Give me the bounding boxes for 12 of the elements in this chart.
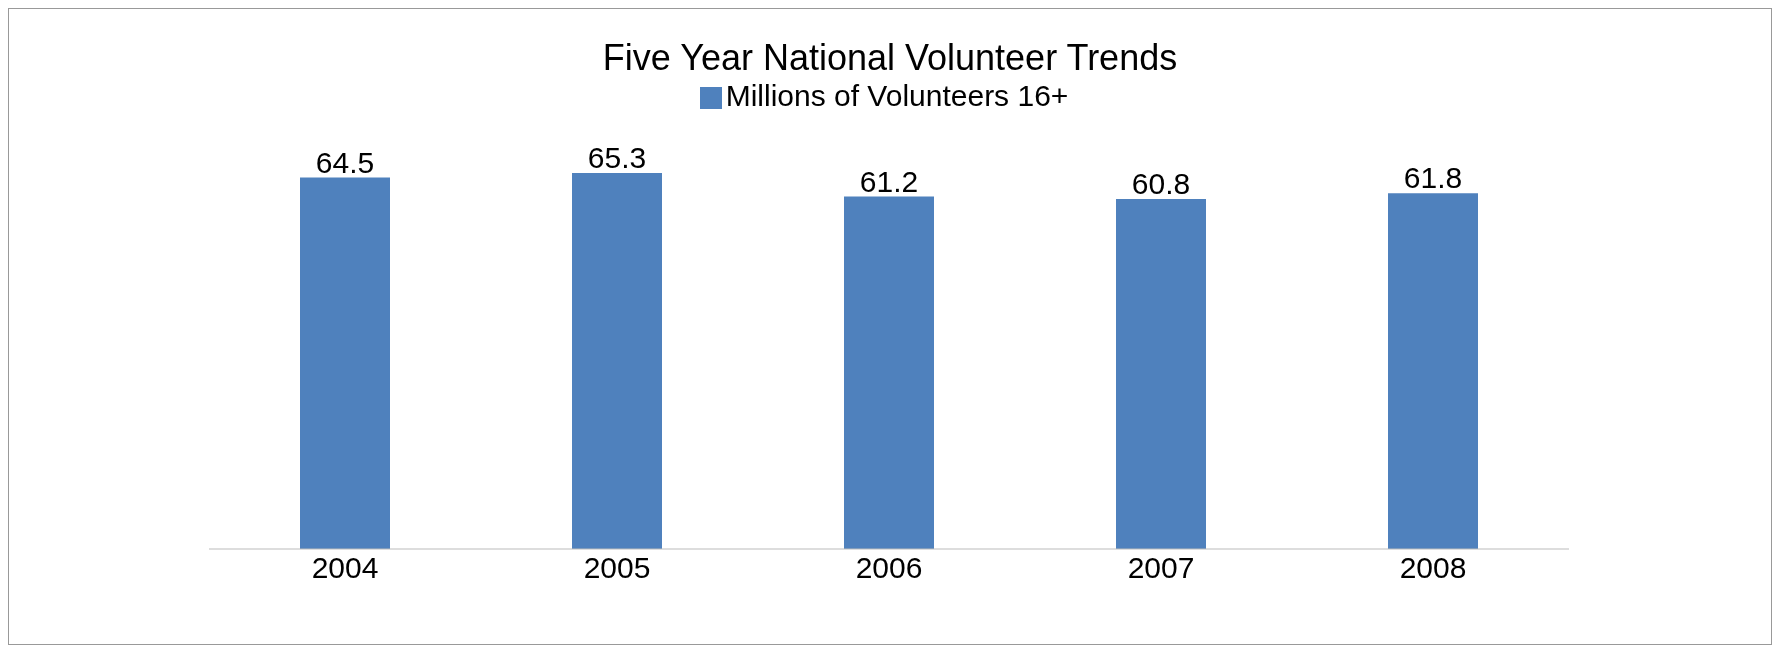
data-label: 60.8 xyxy=(1131,166,1191,200)
data-label: 61.8 xyxy=(1403,161,1463,195)
x-tick-label: 2005 xyxy=(583,551,651,585)
data-label: 65.3 xyxy=(587,141,647,174)
x-tick-label: 2008 xyxy=(1399,551,1467,585)
data-label: 64.5 xyxy=(315,145,375,179)
data-label: 61.2 xyxy=(859,164,919,198)
legend-label: Millions of Volunteers 16+ xyxy=(725,79,1069,112)
x-tick-label: 2006 xyxy=(855,551,923,585)
x-tick-label: 2007 xyxy=(1127,551,1195,585)
x-tick-label: 2004 xyxy=(311,551,379,585)
chart-title: Five Year National Volunteer Trends xyxy=(601,37,1179,79)
